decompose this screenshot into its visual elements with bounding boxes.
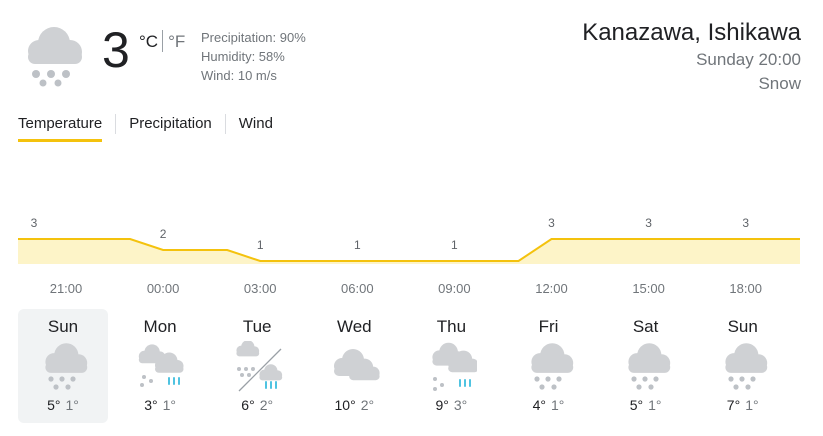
temperature-data-label: 3 (742, 216, 749, 230)
day-high-temp: 10° (334, 397, 356, 413)
unit-celsius-button[interactable]: °C (139, 32, 159, 51)
hour-label: 09:00 (438, 281, 471, 296)
day-high-temp: 6° (241, 397, 255, 413)
day-forecast-tue[interactable]: Tue 6° 2° (212, 309, 302, 423)
day-high-temp: 5° (629, 397, 644, 413)
temperature-line (18, 238, 800, 262)
day-temperatures: 6° 2° (212, 397, 302, 413)
hour-label: 06:00 (341, 281, 374, 296)
temperature-area (18, 239, 800, 264)
day-low-temp: 1° (551, 397, 565, 413)
day-temperatures: 5° 1° (18, 397, 108, 413)
unit-fahrenheit-button[interactable]: °F (168, 32, 186, 51)
temperature-data-label: 3 (31, 216, 38, 230)
tab-wind[interactable]: Wind (238, 115, 273, 132)
cloud-snow-icon (41, 341, 89, 393)
hour-label: 15:00 (632, 281, 665, 296)
day-name: Fri (538, 317, 559, 336)
hour-label: 18:00 (729, 281, 762, 296)
weather-details: Precipitation: 90% Humidity: 58% Wind: 1… (201, 28, 306, 85)
day-forecast-thu[interactable]: Thu 9° 3° (406, 309, 496, 423)
day-forecast-sun[interactable]: Sun 5° 1° (18, 309, 108, 423)
daily-forecast: Sun 5° 1° Mon 3° 1° Tue (18, 309, 818, 423)
hour-label: 03:00 (243, 281, 277, 296)
hour-label: 21:00 (49, 281, 83, 296)
day-forecast-wed[interactable]: Wed 10° 2° (309, 309, 399, 423)
day-temperatures: 7° 1° (698, 397, 788, 413)
temperature-data-label: 3 (548, 216, 555, 230)
day-forecast-sat[interactable]: Sat 5° 1° (601, 309, 691, 423)
location-name: Kanazawa, Ishikawa (582, 19, 801, 46)
day-name: Tue (242, 317, 272, 336)
cloud-snow-icon (527, 341, 575, 393)
day-low-temp: 3° (453, 397, 468, 413)
tab-temperature[interactable]: Temperature (18, 112, 103, 142)
day-name: Wed (336, 317, 372, 336)
hour-labels: 21:00 00:00 03:00 06:00 09:00 12:00 15:00 18:00 (0, 281, 823, 299)
day-name: Sun (727, 317, 758, 336)
day-high-temp: 7° (726, 397, 741, 413)
temperature-chart: 3 2 1 1 1 3 3 3 (18, 216, 800, 264)
weather-condition: Snow (758, 74, 801, 93)
day-name: Thu (436, 317, 467, 336)
day-low-temp: 2° (259, 397, 274, 413)
day-temperatures: 4° 1° (504, 397, 594, 413)
day-high-temp: 3° (144, 397, 158, 413)
day-forecast-fri[interactable]: Fri 4° 1° (504, 309, 594, 423)
cloud-snow-icon (20, 22, 86, 88)
day-temperatures: 10° 2° (309, 397, 399, 413)
cloud-snow-rain-icon (429, 341, 479, 393)
day-name: Sat (632, 317, 659, 336)
day-name: Mon (143, 317, 177, 336)
location-time: Sunday 20:00 (696, 50, 801, 69)
temperature-data-label: 2 (160, 227, 167, 241)
temperature-data-label: 3 (645, 216, 652, 230)
temperature-data-label: 1 (354, 238, 361, 252)
current-temperature: 3 (102, 22, 130, 78)
unit-switch: °C °F (139, 30, 185, 52)
cloud-snow-icon (721, 341, 769, 393)
temperature-data-label: 1 (451, 238, 458, 252)
day-temperatures: 9° 3° (406, 397, 496, 413)
tab-precipitation[interactable]: Precipitation (129, 115, 212, 132)
day-name: Sun (47, 317, 79, 336)
day-temperatures: 5° 1° (601, 397, 691, 413)
day-temperatures: 3° 1° (115, 397, 205, 413)
snow-then-rain-icon (235, 340, 283, 393)
day-high-temp: 5° (47, 397, 61, 413)
precipitation-text: Precipitation: 90% (201, 30, 306, 45)
location-block: Kanazawa, Ishikawa Sunday 20:00 Snow (582, 18, 801, 96)
tab-divider (224, 114, 226, 134)
day-low-temp: 1° (745, 397, 759, 413)
hour-label: 12:00 (535, 281, 568, 296)
day-low-temp: 1° (65, 397, 79, 413)
day-low-temp: 1° (162, 397, 176, 413)
unit-separator (162, 30, 164, 52)
humidity-text: Humidity: 58% (201, 49, 285, 64)
cloudy-icon (332, 341, 380, 393)
day-forecast-sun[interactable]: Sun 7° 1° (698, 309, 788, 423)
cloud-snow-icon (624, 341, 672, 393)
day-high-temp: 9° (435, 397, 449, 413)
temperature-data-label: 1 (257, 238, 264, 252)
hour-label: 00:00 (146, 281, 180, 296)
snow-rain-icon (138, 341, 186, 393)
day-forecast-mon[interactable]: Mon 3° 1° (115, 309, 205, 423)
forecast-tabs: Temperature Precipitation Wind (18, 112, 273, 146)
weather-header: 3 °C °F Precipitation: 90% Humidity: 58% … (0, 0, 823, 100)
day-low-temp: 1° (648, 397, 662, 413)
wind-text: Wind: 10 m/s (201, 68, 277, 83)
day-high-temp: 4° (532, 397, 546, 413)
day-low-temp: 2° (360, 397, 375, 413)
tab-divider (115, 114, 117, 134)
